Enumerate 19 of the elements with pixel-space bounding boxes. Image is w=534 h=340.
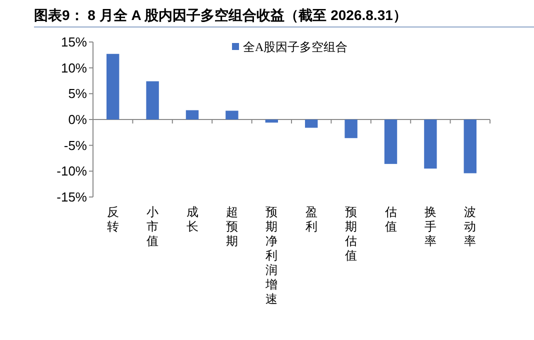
x-tick-label: 估值	[384, 205, 397, 234]
y-tick-label: 10%	[60, 60, 88, 76]
x-tick-label: 波动率	[464, 205, 476, 248]
x-tick-label: 成长	[186, 205, 198, 234]
chart-title: 图表9： 8 月全 A 股内因子多空组合收益（截至 2026.8.31）	[34, 7, 407, 23]
x-tick-label: 反转	[106, 205, 119, 234]
x-tick-label: 换手率	[424, 205, 436, 248]
y-tick-label: -5%	[64, 138, 88, 153]
x-tick-label: 盈利	[305, 205, 318, 234]
x-tick-label: 预期净利润增速	[264, 205, 278, 306]
x-tick-label: 超预期	[226, 205, 238, 248]
y-tick-label: -15%	[56, 190, 88, 204]
y-tick-label: -10%	[56, 164, 88, 179]
legend: 全A股因子多空组合	[232, 40, 348, 54]
y-tick-label: 15%	[60, 34, 88, 50]
y-tick-label: 0%	[68, 112, 88, 127]
y-tick-label: 5%	[68, 86, 88, 102]
x-tick-label: 预期估值	[344, 205, 358, 262]
x-tick-label: 小市值	[146, 205, 159, 248]
